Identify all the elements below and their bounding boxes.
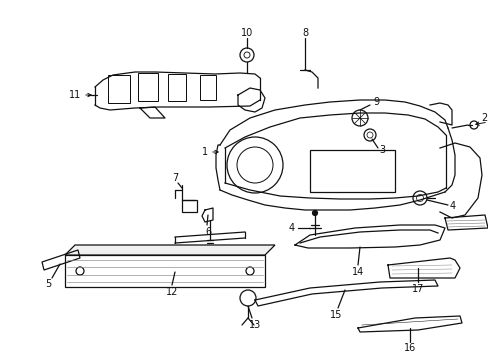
Polygon shape xyxy=(65,245,274,255)
Bar xyxy=(138,73,158,101)
Text: 4: 4 xyxy=(288,223,294,233)
Text: 13: 13 xyxy=(248,320,261,330)
Text: 2: 2 xyxy=(480,113,486,123)
Bar xyxy=(168,74,185,101)
Text: 7: 7 xyxy=(171,173,178,183)
Bar xyxy=(182,200,197,212)
Text: 9: 9 xyxy=(372,97,378,107)
Bar xyxy=(108,75,130,103)
Text: 15: 15 xyxy=(329,310,342,320)
Text: 5: 5 xyxy=(45,279,51,289)
Text: 17: 17 xyxy=(411,284,423,294)
Text: 12: 12 xyxy=(165,287,178,297)
Text: 4: 4 xyxy=(449,201,455,211)
Text: 11: 11 xyxy=(69,90,81,100)
Text: 6: 6 xyxy=(204,227,211,237)
Text: 10: 10 xyxy=(241,28,253,38)
Bar xyxy=(65,255,264,287)
Text: 1: 1 xyxy=(202,147,207,157)
Circle shape xyxy=(312,211,317,216)
Bar xyxy=(309,150,394,192)
Bar xyxy=(200,75,216,100)
Text: 16: 16 xyxy=(403,343,415,353)
Text: 8: 8 xyxy=(301,28,307,38)
Text: 3: 3 xyxy=(378,145,384,155)
Text: 14: 14 xyxy=(351,267,364,277)
